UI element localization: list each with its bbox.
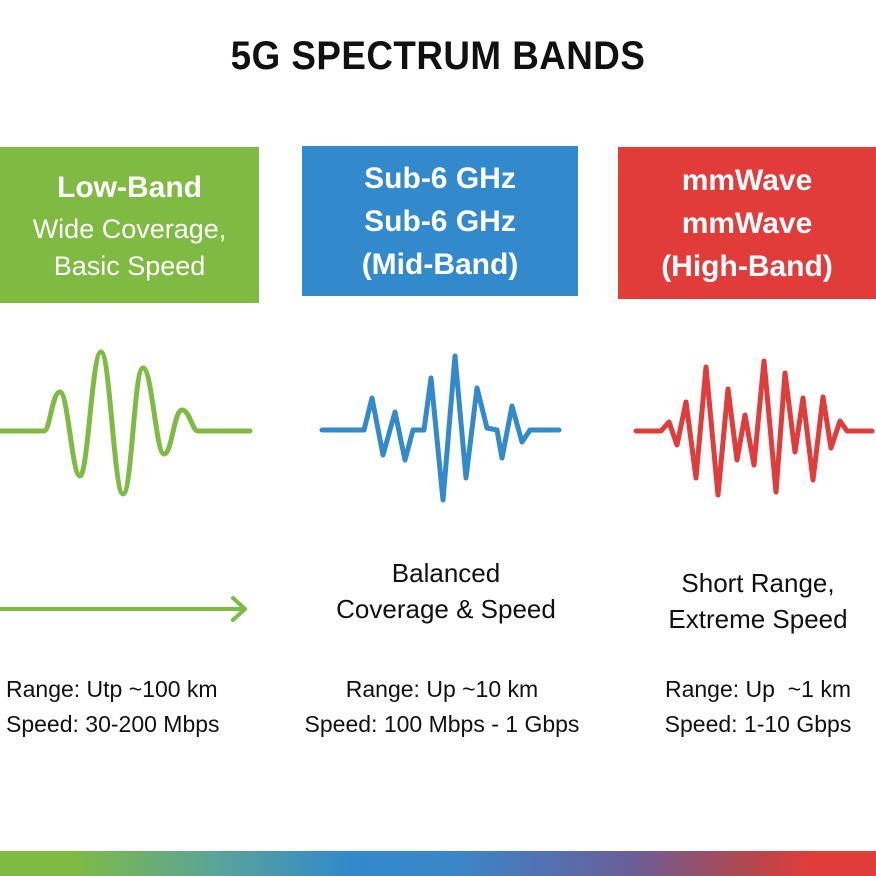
low-band-subtitle-2: Basic Speed — [53, 250, 206, 281]
high-band-description-line-2: Extreme Speed — [668, 604, 848, 634]
high-band-title-1: mmWave — [681, 163, 813, 197]
mid-band-box: Sub-6 GHz Sub-6 GHz (Mid-Band) — [302, 146, 578, 296]
low-band-title: Low-Band — [57, 170, 202, 204]
dense-zigzag-wave-icon — [633, 358, 875, 498]
high-band-description-line-1: Short Range, — [681, 568, 835, 598]
mid-band-range: Range: Up ~10 km — [345, 676, 539, 702]
mid-band-stats: Range: Up ~10 km Speed: 100 Mbps - 1 Gbp… — [296, 672, 588, 742]
mid-band-title-1: Sub-6 GHz — [364, 161, 516, 195]
low-band-stats: Range: Utp ~100 km Speed: 30-200 Mbps — [6, 672, 220, 742]
low-band-box: Low-Band Wide Coverage, Basic Speed — [0, 147, 259, 303]
mid-band-title-2: Sub-6 GHz — [364, 204, 516, 238]
mid-band-description-line-1: Balanced — [391, 558, 501, 588]
high-band-range: Range: Up ~1 km — [664, 676, 851, 702]
long-right-arrow-icon — [0, 596, 247, 622]
high-band-box: mmWave mmWave (High-Band) — [618, 147, 876, 299]
mid-band-speed: Speed: 100 Mbps - 1 Gbps — [304, 711, 580, 737]
high-band-title-3: (High-Band) — [661, 249, 833, 283]
high-band-description: Short Range, Extreme Speed — [640, 565, 876, 637]
spectrum-gradient-bar — [0, 851, 876, 876]
mid-band-description-line-2: Coverage & Speed — [336, 594, 556, 624]
high-band-stats: Range: Up ~1 km Speed: 1-10 Gbps — [650, 672, 866, 742]
high-band-title-2: mmWave — [681, 206, 813, 240]
zigzag-wave-icon — [319, 353, 562, 503]
low-band-speed: Speed: 30-200 Mbps — [6, 711, 220, 737]
sine-wave-icon — [0, 349, 253, 497]
mid-band-title-3: (Mid-Band) — [361, 247, 519, 281]
mid-band-description: Balanced Coverage & Speed — [300, 555, 592, 627]
low-band-range: Range: Utp ~100 km — [6, 676, 218, 702]
low-band-subtitle-1: Wide Coverage, — [32, 213, 227, 244]
page-title: 5G SPECTRUM BANDS — [230, 34, 646, 78]
high-band-speed: Speed: 1-10 Gbps — [664, 711, 852, 737]
